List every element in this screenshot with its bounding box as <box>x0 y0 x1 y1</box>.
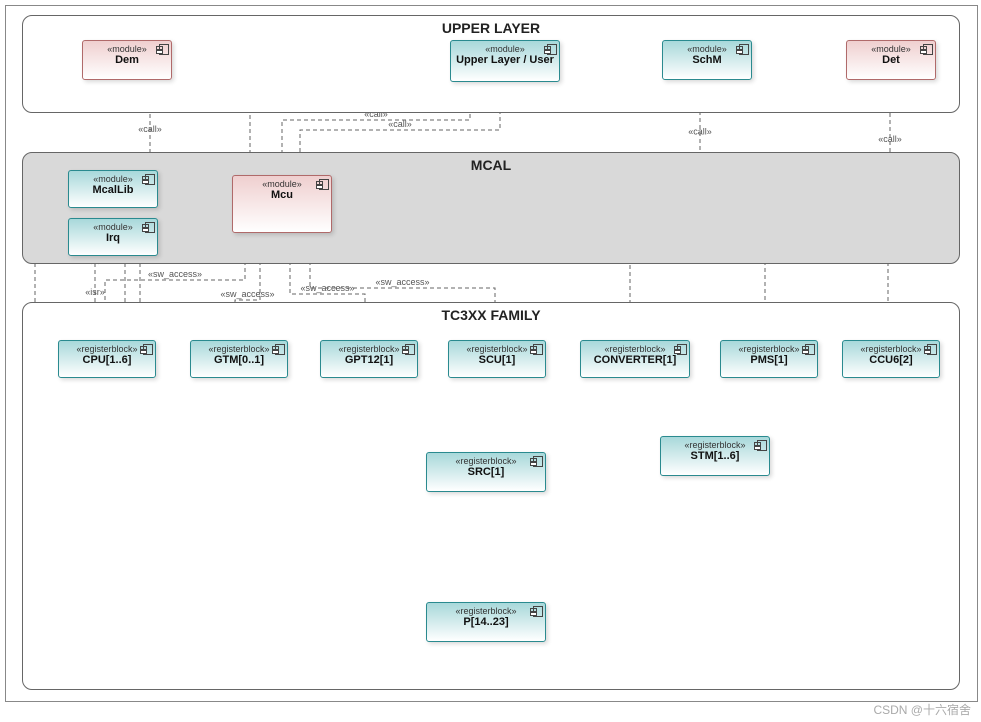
block-pms: «registerblock»PMS[1] <box>720 340 818 378</box>
watermark: CSDN @十六宿舍 <box>873 701 971 718</box>
container-title: UPPER LAYER <box>23 20 959 36</box>
block-upperlayer: «module»Upper Layer / User <box>450 40 560 82</box>
block-name: Upper Layer / User <box>451 54 559 66</box>
stereotype: «registerblock» <box>59 341 155 354</box>
edge-label: «call» <box>138 124 162 134</box>
block-name: McalLib <box>69 184 157 196</box>
block-gtm: «registerblock»GTM[0..1] <box>190 340 288 378</box>
block-name: GTM[0..1] <box>191 354 287 366</box>
container-mcal: MCAL <box>22 152 960 264</box>
block-cpu: «registerblock»CPU[1..6] <box>58 340 156 378</box>
edge-label: «sw_access» <box>220 289 274 299</box>
edge-label: «call» <box>688 127 712 137</box>
stereotype: «module» <box>233 176 331 189</box>
block-ccu: «registerblock»CCU6[2] <box>842 340 940 378</box>
container-title: TC3XX FAMILY <box>23 307 959 323</box>
block-det: «module»Det <box>846 40 936 80</box>
block-name: Irq <box>69 232 157 244</box>
block-name: CPU[1..6] <box>59 354 155 366</box>
block-name: P[14..23] <box>427 616 545 628</box>
block-schm: «module»SchM <box>662 40 752 80</box>
container-title: MCAL <box>23 157 959 173</box>
stereotype: «registerblock» <box>191 341 287 354</box>
block-name: SRC[1] <box>427 466 545 478</box>
block-name: STM[1..6] <box>661 450 769 462</box>
stereotype: «registerblock» <box>427 453 545 466</box>
block-mcu: «module»Mcu <box>232 175 332 233</box>
block-name: Det <box>847 54 935 66</box>
stereotype: «module» <box>847 41 935 54</box>
stereotype: «registerblock» <box>581 341 689 354</box>
edge-label: «call» <box>878 134 902 144</box>
stereotype: «registerblock» <box>661 437 769 450</box>
stereotype: «registerblock» <box>843 341 939 354</box>
block-p: «registerblock»P[14..23] <box>426 602 546 642</box>
stereotype: «module» <box>663 41 751 54</box>
block-gpt: «registerblock»GPT12[1] <box>320 340 418 378</box>
stereotype: «registerblock» <box>427 603 545 616</box>
block-irq: «module»Irq <box>68 218 158 256</box>
block-name: GPT12[1] <box>321 354 417 366</box>
block-scu: «registerblock»SCU[1] <box>448 340 546 378</box>
block-dem: «module»Dem <box>82 40 172 80</box>
edge-label: «sw_access» <box>375 277 429 287</box>
block-src: «registerblock»SRC[1] <box>426 452 546 492</box>
stereotype: «registerblock» <box>721 341 817 354</box>
block-name: CCU6[2] <box>843 354 939 366</box>
stereotype: «module» <box>69 219 157 232</box>
block-name: SchM <box>663 54 751 66</box>
block-name: Mcu <box>233 189 331 201</box>
block-name: SCU[1] <box>449 354 545 366</box>
stereotype: «module» <box>451 41 559 54</box>
edge-label: «isr» <box>85 287 105 297</box>
block-name: PMS[1] <box>721 354 817 366</box>
block-stm: «registerblock»STM[1..6] <box>660 436 770 476</box>
block-name: CONVERTER[1] <box>581 354 689 366</box>
block-name: Dem <box>83 54 171 66</box>
stereotype: «registerblock» <box>449 341 545 354</box>
edge-label: «sw_access» <box>148 269 202 279</box>
block-conv: «registerblock»CONVERTER[1] <box>580 340 690 378</box>
stereotype: «module» <box>69 171 157 184</box>
stereotype: «registerblock» <box>321 341 417 354</box>
block-mcallib: «module»McalLib <box>68 170 158 208</box>
stereotype: «module» <box>83 41 171 54</box>
